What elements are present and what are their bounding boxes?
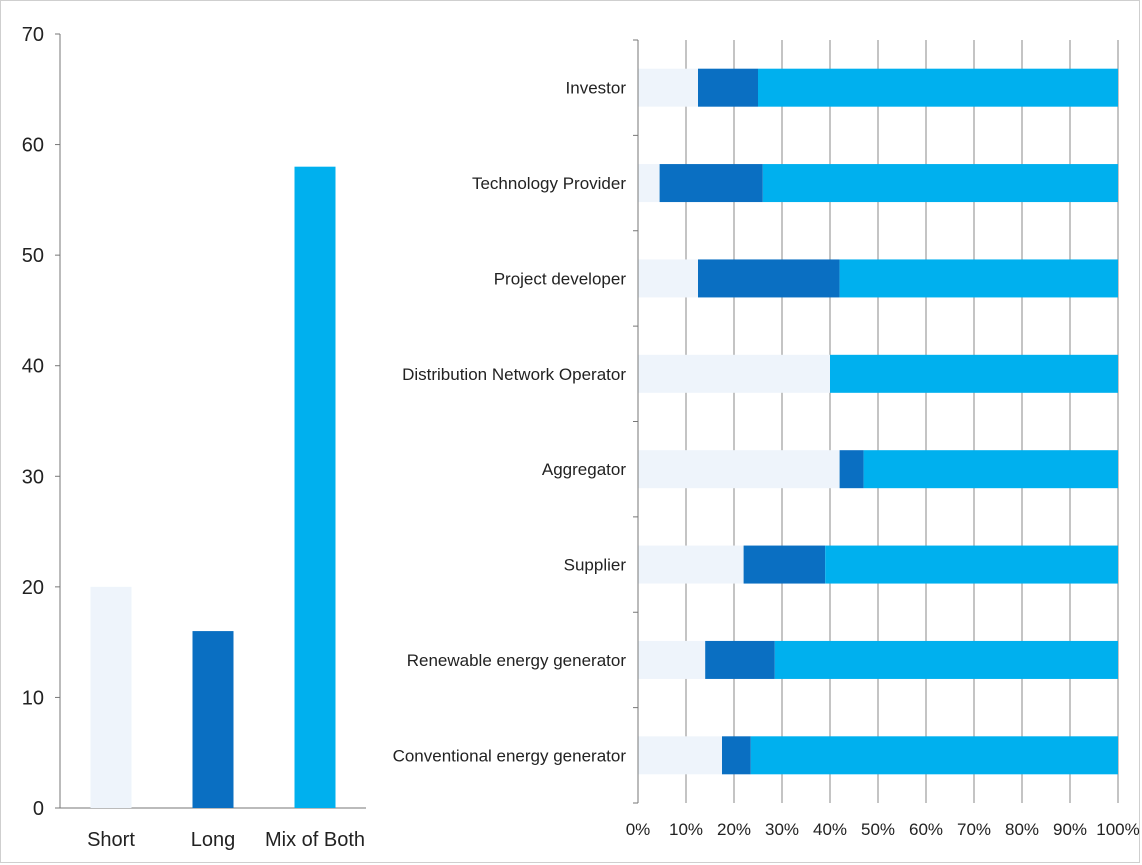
category-label: Long <box>191 829 236 851</box>
y-tick-label: 0 <box>33 798 44 820</box>
y-tick-label: 40 <box>22 356 44 378</box>
bar <box>192 631 234 808</box>
bar-chart-response-timeframe: 0 10 20 30 40 50 60 70 Short Long Mix of Both <box>22 24 366 851</box>
y-tick-label: 70 <box>22 24 44 46</box>
category-label: Short <box>87 829 135 851</box>
category-label: Mix of Both <box>265 829 365 851</box>
bar-series <box>90 166 336 808</box>
y-tick-label: 50 <box>22 245 44 267</box>
y-tick-label: 10 <box>22 687 44 709</box>
x-axis-labels: Short Long Mix of Both <box>87 829 365 851</box>
y-tick-label: 60 <box>22 135 44 157</box>
y-tick-label: 20 <box>22 577 44 599</box>
bar <box>294 166 336 808</box>
y-axis: 0 10 20 30 40 50 60 70 <box>22 24 366 820</box>
bar <box>90 586 132 808</box>
y-tick-label: 30 <box>22 466 44 488</box>
